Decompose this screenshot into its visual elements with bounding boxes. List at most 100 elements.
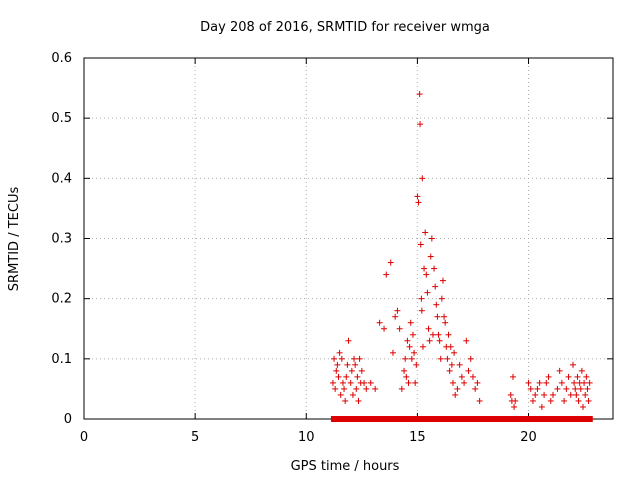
baseline-point bbox=[499, 416, 504, 422]
baseline-point bbox=[466, 416, 471, 422]
baseline-point bbox=[364, 416, 369, 422]
data-point bbox=[454, 385, 461, 392]
baseline-point bbox=[390, 416, 395, 422]
baseline-point bbox=[490, 416, 495, 422]
x-tick-label: 5 bbox=[191, 430, 199, 445]
baseline-point bbox=[584, 416, 589, 422]
baseline-point bbox=[535, 416, 540, 422]
data-point bbox=[353, 385, 360, 392]
baseline-point bbox=[370, 416, 375, 422]
baseline-point bbox=[353, 416, 358, 422]
baseline-point bbox=[444, 416, 449, 422]
data-point bbox=[581, 379, 588, 386]
y-tick-label: 0.3 bbox=[51, 232, 72, 247]
baseline-point bbox=[513, 416, 518, 422]
data-point bbox=[349, 391, 356, 398]
data-point bbox=[534, 385, 541, 392]
data-point bbox=[567, 391, 574, 398]
data-point bbox=[376, 319, 383, 326]
data-point bbox=[339, 379, 346, 386]
baseline-point bbox=[468, 416, 473, 422]
data-point bbox=[467, 355, 474, 362]
data-point bbox=[556, 367, 563, 374]
data-point bbox=[432, 283, 439, 290]
data-point bbox=[472, 385, 479, 392]
baseline-point bbox=[548, 416, 553, 422]
data-point bbox=[575, 397, 582, 404]
data-point bbox=[348, 367, 355, 374]
data-point bbox=[586, 379, 593, 386]
baseline-point bbox=[430, 416, 435, 422]
baseline-point bbox=[386, 416, 391, 422]
data-point bbox=[408, 355, 415, 362]
data-point bbox=[338, 355, 345, 362]
x-tick-label: 15 bbox=[409, 430, 426, 445]
data-point bbox=[579, 403, 586, 410]
data-point bbox=[577, 385, 584, 392]
baseline-point bbox=[388, 416, 393, 422]
data-point bbox=[474, 379, 481, 386]
data-point bbox=[525, 379, 532, 386]
data-point bbox=[345, 337, 352, 344]
baseline-point bbox=[488, 416, 493, 422]
data-point bbox=[437, 355, 444, 362]
baseline-point bbox=[526, 416, 531, 422]
data-point bbox=[402, 355, 409, 362]
data-point bbox=[336, 349, 343, 356]
baseline-point bbox=[528, 416, 533, 422]
baseline-point bbox=[515, 416, 520, 422]
data-point bbox=[545, 373, 552, 380]
data-point bbox=[444, 355, 451, 362]
x-tick-label: 20 bbox=[520, 430, 537, 445]
baseline-point bbox=[459, 416, 464, 422]
baseline-point bbox=[577, 416, 582, 422]
baseline-point bbox=[586, 416, 591, 422]
x-tick-label: 0 bbox=[80, 430, 88, 445]
data-point bbox=[583, 373, 590, 380]
data-point bbox=[509, 373, 516, 380]
baseline-point bbox=[493, 416, 498, 422]
baseline-point bbox=[550, 416, 555, 422]
baseline-point bbox=[546, 416, 551, 422]
data-point bbox=[335, 373, 342, 380]
data-point bbox=[584, 385, 591, 392]
baseline-point bbox=[362, 416, 367, 422]
baseline-point bbox=[382, 416, 387, 422]
baseline-point bbox=[470, 416, 475, 422]
data-point bbox=[543, 379, 550, 386]
data-point bbox=[463, 337, 470, 344]
data-points bbox=[329, 91, 593, 410]
baseline-point bbox=[399, 416, 404, 422]
baseline-point bbox=[424, 416, 429, 422]
data-point bbox=[416, 91, 423, 98]
data-point bbox=[572, 385, 579, 392]
data-point bbox=[527, 385, 534, 392]
baseline-point bbox=[473, 416, 478, 422]
baseline-point bbox=[379, 416, 384, 422]
baseline-point bbox=[510, 416, 515, 422]
baseline-point bbox=[457, 416, 462, 422]
baseline-point bbox=[359, 416, 364, 422]
data-point bbox=[469, 373, 476, 380]
baseline-point bbox=[435, 416, 440, 422]
data-point bbox=[561, 397, 568, 404]
data-point bbox=[511, 403, 518, 410]
baseline-point bbox=[350, 416, 355, 422]
baseline-point bbox=[446, 416, 451, 422]
data-point bbox=[394, 307, 401, 314]
data-point bbox=[331, 355, 338, 362]
baseline-point bbox=[346, 416, 351, 422]
data-point bbox=[422, 229, 429, 236]
baseline-point bbox=[486, 416, 491, 422]
data-point bbox=[356, 355, 363, 362]
baseline-point bbox=[462, 416, 467, 422]
data-point bbox=[413, 361, 420, 368]
baseline-point bbox=[497, 416, 502, 422]
baseline-point bbox=[579, 416, 584, 422]
data-point bbox=[541, 391, 548, 398]
baseline-point bbox=[544, 416, 549, 422]
baseline-point bbox=[437, 416, 442, 422]
data-point bbox=[418, 295, 425, 302]
baseline-point bbox=[375, 416, 380, 422]
data-point bbox=[383, 271, 390, 278]
